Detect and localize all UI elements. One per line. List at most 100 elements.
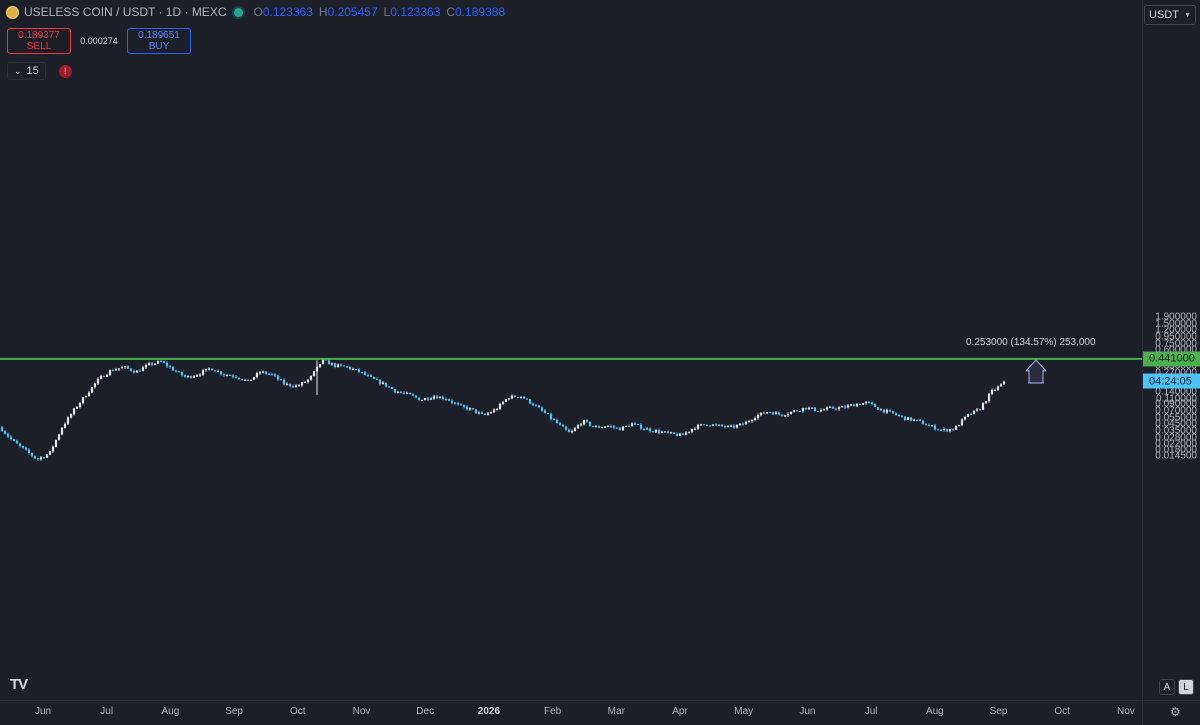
candle-body [849,404,853,406]
candle-body [840,406,844,408]
candle-body [153,363,157,365]
candle-body [228,374,232,376]
measure-label: 0.253000 (134.57%) 253,000 [966,336,1096,348]
price-tick: 1.200000 [1155,324,1197,336]
candle-body [693,428,697,430]
candle-body [264,371,268,374]
candle-body [192,376,196,378]
chevron-down-icon: ▼ [1184,11,1191,19]
candle-body [963,416,967,420]
time-tick: 2026 [477,706,501,717]
candle-body [813,407,817,412]
candle-body [756,414,760,419]
candle-body [828,406,832,408]
candle-body [594,426,598,428]
auto-scale-button[interactable]: A [1159,679,1175,695]
candle-body [795,410,799,412]
candle-body [3,431,7,434]
candle-body [231,375,235,377]
ohlc-low: L0.123363 [383,5,441,19]
price-tick: 0.028000 [1155,432,1197,443]
price-tick: 0.045000 [1155,418,1197,430]
candle-body [711,424,715,426]
candle-body [9,436,13,440]
candle-body [567,429,571,433]
candle-body [12,439,16,441]
candle-body [84,396,88,398]
candle-body [984,401,988,404]
warning-icon[interactable]: ! [58,64,72,78]
candle-body [747,421,751,423]
candle-body [615,427,619,429]
candle-body [861,403,865,405]
candle-body [645,428,649,430]
candle-body [696,424,700,429]
candle-body [333,363,337,367]
candle-body [495,409,499,411]
chevron-down-icon: ⌄ [14,65,22,76]
candle-body [726,425,730,427]
candle-body [429,398,433,400]
currency-select[interactable]: USDT ▼ [1144,5,1196,25]
candle-body [990,389,994,394]
candle-body [96,378,100,384]
candle-body [309,376,313,380]
candle-body [426,398,430,400]
candle-body [303,381,307,383]
ohlc-high: H0.205457 [318,5,378,19]
candle-body [162,361,166,363]
sell-price: 0.189377 [18,30,60,41]
time-tick: Jul [100,706,114,717]
candle-body [888,410,892,412]
candle-body [90,386,94,393]
indicators-toggle[interactable]: ⌄ 15 [7,62,46,80]
candle-body [348,366,352,370]
candle-body [612,426,616,428]
candle-body [447,399,451,401]
candle-body [753,418,757,421]
candle-body [951,429,955,431]
candle-body [933,425,937,430]
candle-body [69,414,73,418]
candle-body [600,427,604,429]
time-tick: Nov [352,706,371,717]
candle-body [489,412,493,414]
candle-body [720,424,724,427]
price-axis[interactable]: 1.900000 1.500000 1.200000 0.950000 0.750000… [1142,0,1200,700]
candle-body [390,387,394,390]
candle-body [24,447,28,450]
price-tick: 0.270000 [1155,367,1197,378]
candlestick-plot[interactable] [0,0,1142,700]
log-scale-button[interactable]: L [1178,679,1194,695]
candle-body [129,368,133,371]
sell-button[interactable]: 0.189377 SELL [7,28,71,54]
candle-body [330,363,334,365]
buy-button[interactable]: 0.189651 BUY [127,28,191,54]
tradingview-logo[interactable]: TV [10,676,28,693]
candle-body [300,382,304,386]
candle-body [582,420,586,425]
chart-pane[interactable] [0,0,1142,700]
candle-body [657,430,661,433]
candle-body [603,426,607,428]
candle-body [93,383,97,387]
candle-body [714,424,718,426]
candle-body [771,412,775,415]
time-tick: Oct [290,706,306,717]
time-tick: Dec [416,706,435,717]
candle-body [450,400,454,403]
candle-body [432,396,436,399]
candle-body [1002,381,1006,385]
time-tick: Sep [225,706,243,717]
candle-body [705,424,709,426]
time-axis[interactable]: Jun Jul Aug Sep Oct Nov Dec 2026 Feb Mar Apr May Jun… [0,700,1142,725]
candle-body [555,420,559,424]
candle-body [810,407,814,409]
candle-body [255,373,259,378]
candle-body [534,405,538,407]
candle-body [666,431,670,433]
candle-body [321,359,325,365]
candle-body [765,412,769,414]
gear-icon[interactable]: ⚙ [1170,705,1181,719]
symbol-title[interactable]: USELESS COIN / USDT · 1D · MEXC [24,5,227,19]
